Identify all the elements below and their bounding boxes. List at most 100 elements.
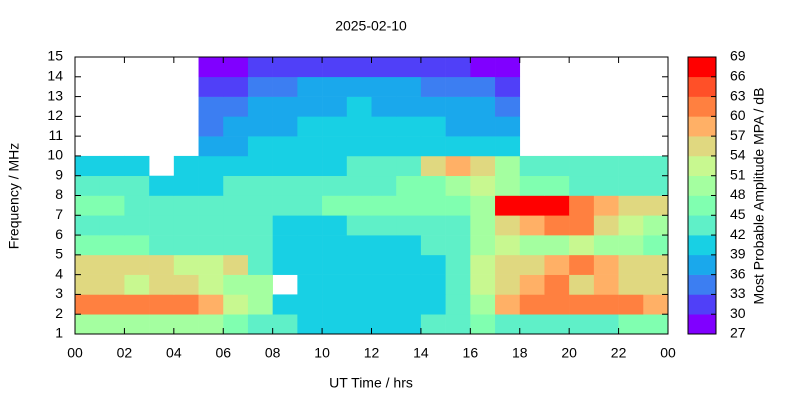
heat-cell [495, 96, 521, 117]
heat-cell [247, 254, 273, 275]
heat-cell [223, 274, 249, 295]
heat-cell [247, 57, 273, 78]
heat-cell [371, 254, 397, 275]
heat-cell [495, 76, 521, 97]
x-tick-label: 02 [117, 345, 133, 361]
heat-cell [223, 175, 249, 196]
heat-cell [346, 96, 372, 117]
heat-cell [643, 195, 669, 216]
heat-cell [247, 294, 273, 315]
heat-cell [99, 195, 125, 216]
heat-cell [247, 195, 273, 216]
heat-cell [173, 175, 199, 196]
heat-cell [247, 76, 273, 97]
heat-cell [75, 175, 101, 196]
heat-cell [198, 136, 224, 157]
y-tick-label: 1 [55, 325, 63, 341]
heat-cell [371, 116, 397, 137]
x-tick-label: 08 [265, 345, 281, 361]
heat-cell [420, 96, 446, 117]
heat-cell [544, 294, 570, 315]
heat-cell [420, 274, 446, 295]
colorbar-tick-label: 45 [730, 206, 746, 222]
heat-cell [297, 136, 323, 157]
x-tick-label: 18 [512, 345, 528, 361]
heat-cell [297, 294, 323, 315]
heat-cell [247, 215, 273, 236]
heat-cell [247, 155, 273, 177]
colorbar-tick-label: 54 [730, 147, 746, 163]
heat-cell [618, 155, 644, 177]
y-tick-label: 10 [47, 147, 63, 163]
heat-cell [643, 215, 669, 236]
heat-cell [544, 175, 570, 196]
heat-cell [272, 116, 298, 137]
heat-cell [75, 235, 101, 256]
heat-cell [322, 136, 348, 157]
heat-cell [495, 215, 521, 236]
heat-cell [544, 314, 570, 335]
heat-cell [643, 294, 669, 315]
heat-cell [99, 155, 125, 177]
colorbar-tick-label: 33 [730, 285, 746, 301]
heat-cell [322, 116, 348, 137]
heat-cell [75, 254, 101, 275]
heat-cell [223, 116, 249, 137]
heat-cell [149, 254, 175, 275]
heat-cell [593, 215, 619, 236]
heat-cell [223, 215, 249, 236]
heat-cell [618, 314, 644, 335]
heat-cell [297, 116, 323, 137]
heat-cell [519, 215, 545, 236]
heat-cell [198, 57, 224, 78]
heat-cell [322, 254, 348, 275]
heat-cell [396, 57, 422, 78]
heat-cell [371, 76, 397, 97]
heat-cell [495, 155, 521, 177]
heat-cell [519, 274, 545, 295]
heat-cell [519, 175, 545, 196]
y-tick-label: 14 [47, 67, 63, 83]
heat-cell [297, 57, 323, 78]
y-tick-label: 12 [47, 107, 63, 123]
heat-cell [420, 254, 446, 275]
heat-cell [544, 235, 570, 256]
heat-cell [593, 235, 619, 256]
heat-cell [371, 215, 397, 236]
heat-cell [569, 294, 595, 315]
heat-cell [519, 254, 545, 275]
colorbar-swatch [688, 116, 716, 137]
heat-cell [322, 195, 348, 216]
y-tick-label: 9 [55, 166, 63, 182]
heat-cell [445, 175, 471, 196]
heat-cell [99, 175, 125, 196]
heat-cell [569, 155, 595, 177]
heat-cell [272, 96, 298, 117]
x-tick-label: 10 [314, 345, 330, 361]
heat-cell [272, 195, 298, 216]
heat-cell [544, 195, 570, 216]
heat-cell [297, 175, 323, 196]
heat-cell [519, 195, 545, 216]
heat-cell [618, 215, 644, 236]
heat-cell [569, 274, 595, 295]
heat-cell [495, 274, 521, 295]
heat-cell [371, 136, 397, 157]
heat-cell [445, 57, 471, 78]
colorbar-tick-label: 60 [730, 107, 746, 123]
colorbar-tick-label: 69 [730, 48, 746, 64]
heat-cell [618, 274, 644, 295]
heat-cell [198, 76, 224, 97]
colorbar-swatch [688, 235, 716, 256]
heat-cell [247, 274, 273, 295]
heat-cell [297, 76, 323, 97]
heat-cell [593, 314, 619, 335]
heat-cell [173, 195, 199, 216]
heat-cell [272, 235, 298, 256]
heat-cell [420, 215, 446, 236]
heat-cell [198, 294, 224, 315]
colorbar-label: Most Probable Amplitude MPA / dB [751, 88, 767, 305]
heat-cell [618, 254, 644, 275]
heat-cell [593, 294, 619, 315]
